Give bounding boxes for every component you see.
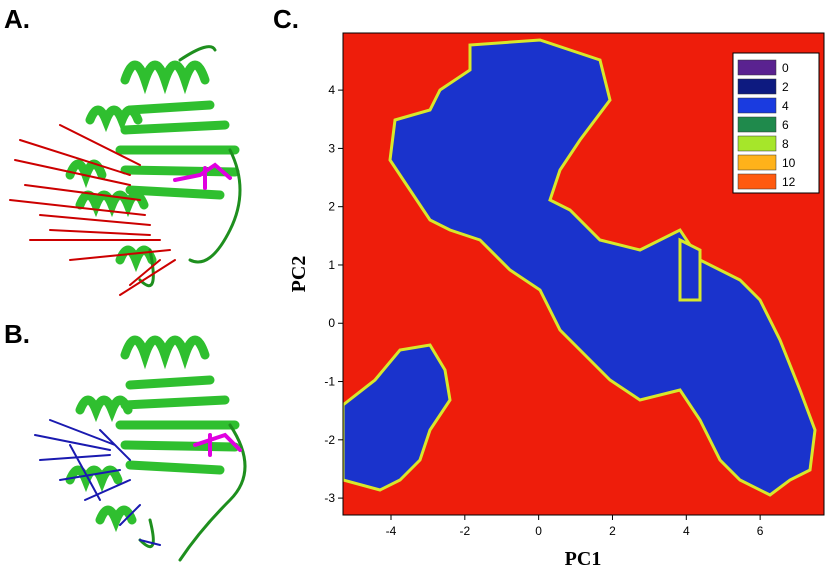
panel-label: B.	[4, 319, 30, 349]
legend-label: 8	[782, 137, 789, 151]
y-tick-label: 4	[328, 83, 335, 97]
legend-swatch	[737, 97, 777, 114]
x-tick-label: 6	[757, 524, 764, 538]
legend-label: 4	[782, 99, 789, 113]
x-tick-label: 0	[535, 524, 542, 538]
y-tick-label: 1	[328, 258, 335, 272]
y-tick-label: -1	[324, 375, 335, 389]
protein-structure-a	[9, 45, 242, 296]
legend-label: 10	[782, 156, 796, 170]
legend-label: 12	[782, 175, 796, 189]
panel-label: A.	[4, 4, 30, 34]
y-tick-label: 3	[328, 141, 335, 155]
legend-swatch	[737, 78, 777, 95]
energy-basins	[343, 38, 817, 497]
legend-swatch	[737, 135, 777, 152]
y-tick-label: 2	[328, 200, 335, 214]
x-tick-label: 4	[683, 524, 690, 538]
protein-structure-b	[34, 335, 247, 562]
plot-frame	[342, 32, 825, 516]
y-tick-label: 0	[328, 316, 335, 330]
y-axis-label: PC2	[288, 256, 310, 293]
legend-label: 2	[782, 80, 789, 94]
x-axis-label: PC1	[565, 548, 602, 570]
legend-label: 6	[782, 118, 789, 132]
legend-label: 0	[782, 61, 789, 75]
legend: 0 2 4 6 8 10 12	[732, 52, 820, 194]
legend-swatch	[737, 116, 777, 133]
panel-label: C.	[273, 4, 299, 34]
x-tick-label: 2	[609, 524, 616, 538]
legend-swatch	[737, 59, 777, 76]
y-tick-label: -3	[324, 491, 335, 505]
x-tick-label: -2	[459, 524, 470, 538]
legend-swatch	[737, 154, 777, 171]
x-tick-label: -4	[386, 524, 397, 538]
y-tick-label: -2	[324, 433, 335, 447]
legend-swatch	[737, 173, 777, 190]
